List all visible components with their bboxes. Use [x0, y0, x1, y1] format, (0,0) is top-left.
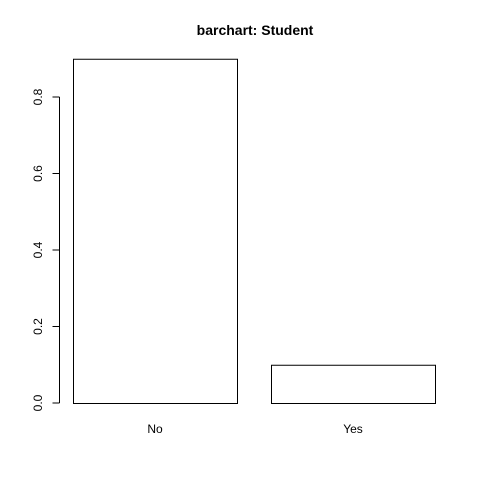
x-tick-label: Yes — [343, 422, 363, 436]
y-tick-label: 0.2 — [31, 318, 45, 335]
y-tick-label: 0.0 — [31, 394, 45, 411]
y-tick-label: 0.4 — [31, 241, 45, 258]
bars-group — [73, 58, 436, 404]
y-tick-label: 0.8 — [31, 88, 45, 105]
bar-no — [73, 58, 238, 404]
y-axis: 0.0 0.2 0.4 0.6 0.8 — [31, 88, 60, 411]
x-tick-labels: No Yes — [147, 422, 362, 436]
chart-title: barchart: Student — [197, 22, 314, 38]
y-tick-label: 0.6 — [31, 165, 45, 182]
bar-yes — [271, 364, 436, 404]
x-tick-label: No — [147, 422, 163, 436]
